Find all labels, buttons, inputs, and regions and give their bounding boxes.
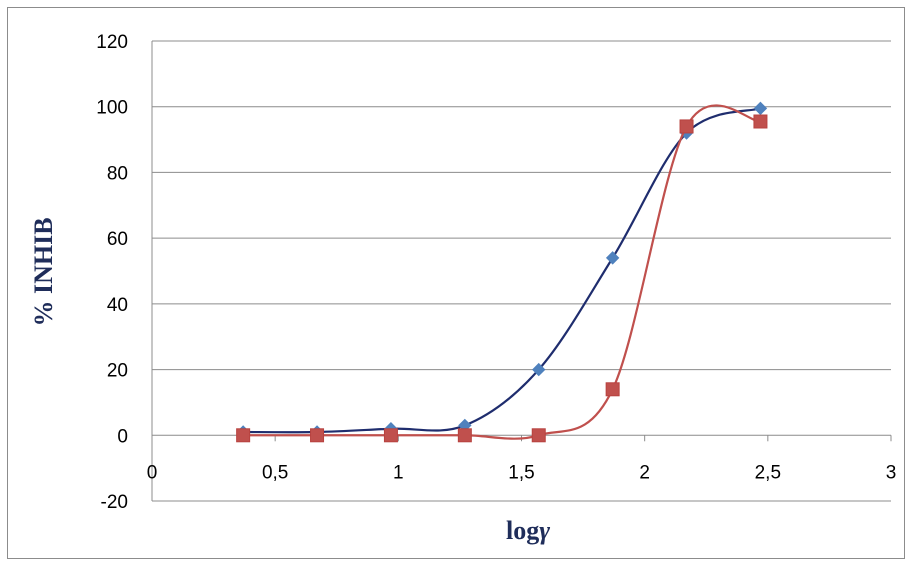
data-point-square [753, 114, 768, 129]
y-tick-label: 40 [107, 295, 128, 316]
x-axis-title: logγ [506, 516, 550, 545]
y-axis-title: % INHIB [29, 217, 58, 326]
y-tick-label: 60 [107, 229, 128, 250]
data-point-diamond [605, 251, 620, 265]
x-tick-label: 0,5 [262, 462, 288, 483]
series-line-2 [243, 104, 761, 440]
y-tick-label: 100 [96, 98, 128, 119]
series-layer [236, 101, 768, 443]
y-tick-label: -20 [101, 492, 128, 513]
data-point-square [457, 428, 472, 443]
chart-frame: -20 0 20 40 60 80 100 120 0 0,5 1 1,5 2 2,5 3 % INHIB … [7, 7, 905, 559]
x-axis-title-symbol: γ [539, 516, 550, 545]
x-tick-label: 0 [147, 462, 158, 483]
data-point-square [531, 428, 546, 443]
y-tick-label: 20 [107, 361, 128, 382]
data-point-square [679, 119, 694, 134]
data-point-diamond [753, 101, 768, 116]
data-point-diamond [532, 362, 546, 377]
x-axis-title-text: log [506, 516, 539, 545]
data-point-square [383, 428, 398, 443]
y-tick-label: 120 [96, 32, 128, 53]
y-tick-label: 80 [107, 163, 128, 184]
tick-labels: -20 0 20 40 60 80 100 120 0 0,5 1 1,5 2 2,5 3 [96, 32, 896, 513]
x-tick-label: 2 [639, 462, 650, 483]
x-tick-label: 1 [393, 462, 404, 483]
data-point-square [605, 382, 620, 397]
series-line-1 [243, 107, 761, 434]
x-tick-label: 1,5 [508, 462, 534, 483]
x-tick-label: 3 [886, 462, 897, 483]
y-tick-label: 0 [117, 426, 128, 447]
data-point-square [310, 428, 325, 443]
x-tick-label: 2,5 [755, 462, 781, 483]
data-point-square [236, 428, 251, 443]
